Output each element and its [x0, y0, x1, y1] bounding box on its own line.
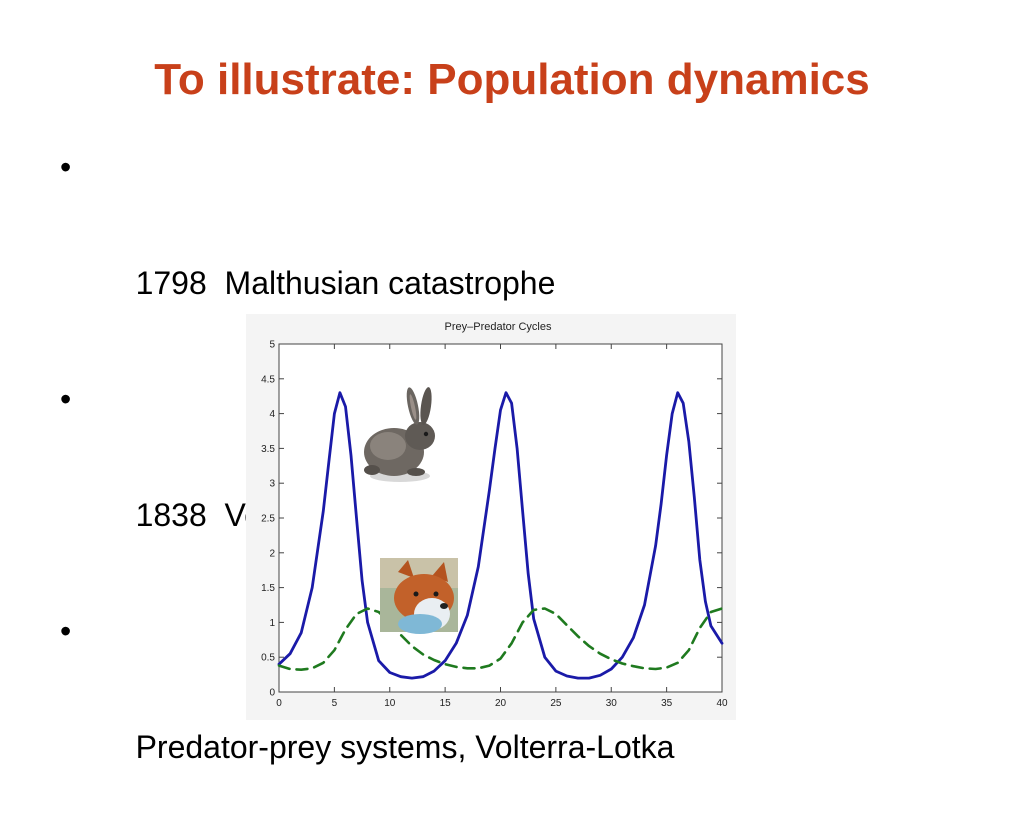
fox-photo-icon	[380, 558, 458, 634]
bullet-item: • 1798 Malthusian catastrophe	[60, 138, 674, 370]
axes-layer: 0 5 10 15 20 25 30 35 40 0 0.5 1 1.5 2 2.5 3 3.5 4 4.5 5	[261, 340, 728, 710]
plot-frame	[278, 343, 723, 693]
x-tick-label: 20	[495, 698, 507, 709]
x-tick-label: 30	[606, 698, 618, 709]
series-layer	[277, 391, 724, 680]
x-tick-label: 40	[716, 698, 728, 709]
bullet-marker: •	[60, 381, 72, 417]
y-tick-label: 1	[269, 618, 275, 629]
y-tick-label: 0.5	[261, 653, 275, 664]
y-tick-label: 4.5	[261, 374, 275, 385]
prey-series-line	[277, 391, 724, 680]
y-tick-label: 3	[269, 479, 275, 490]
x-tick-label: 25	[550, 698, 562, 709]
slide-title: To illustrate: Population dynamics	[154, 55, 870, 104]
prey-predator-chart: Prey–Predator Cycles 0 5 10 15 20 25 30 35 40 0 0.…	[246, 314, 736, 720]
y-tick-label: 1.5	[261, 583, 275, 594]
bullet-item: • Predator-prey systems, Volterra-Lotka	[60, 602, 674, 834]
chart-title: Prey–Predator Cycles	[445, 321, 552, 333]
bullet-marker: •	[60, 149, 72, 185]
rabbit-photo-icon	[364, 387, 435, 482]
bullet-text: 1798 Malthusian catastrophe	[135, 265, 556, 301]
x-tick-label: 35	[661, 698, 673, 709]
bullet-marker: •	[60, 613, 72, 649]
y-tick-label: 4	[269, 409, 275, 420]
x-tick-label: 0	[276, 698, 282, 709]
x-tick-label: 15	[440, 698, 452, 709]
predator-series-line	[277, 607, 724, 672]
y-tick-label: 2	[269, 548, 275, 559]
y-tick-label: 0	[269, 688, 275, 699]
bullet-text: Predator-prey systems, Volterra-Lotka	[135, 729, 675, 765]
y-tick-label: 2.5	[261, 514, 275, 525]
x-tick-label: 5	[332, 698, 338, 709]
y-tick-label: 5	[269, 340, 275, 351]
x-tick-label: 10	[384, 698, 396, 709]
y-tick-label: 3.5	[261, 444, 275, 455]
chart-svg: Prey–Predator Cycles 0 5 10 15 20 25 30 35 4000.…	[246, 314, 736, 720]
